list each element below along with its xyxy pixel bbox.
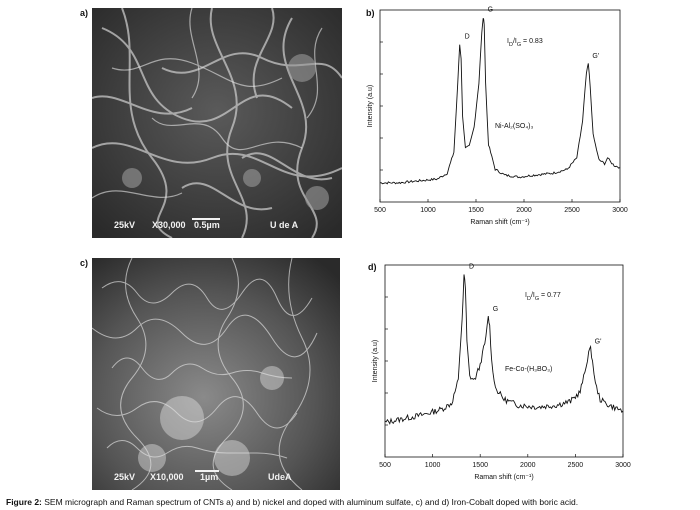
x-tick-label-d-2500: 2500 [568, 462, 584, 469]
panel-label-d: d) [368, 262, 377, 272]
x-axis-label-b: Raman shift (cm⁻¹) [470, 219, 529, 226]
sem-voltage-c: 25kV [114, 472, 136, 482]
figure-caption: Figure 2: SEM micrograph and Raman spect… [6, 497, 578, 507]
peak-label-b-2: G' [592, 53, 599, 60]
x-tick-label-b-2500: 2500 [564, 207, 580, 214]
sem-scale-c: 1µm [200, 472, 219, 482]
sem-texture-c [92, 258, 340, 490]
raman-svg-d: 500 1000 1500 2000 2500 3000 Raman shift (cm⁻¹… [372, 264, 631, 481]
sample-annotation-d: Fe-Co-(H₃BO₃) [505, 366, 552, 373]
caption-text: SEM micrograph and Raman spectrum of CNT… [41, 497, 579, 507]
sem-magnification-a: X30,000 [152, 220, 186, 230]
x-tick-label-b-500: 500 [374, 207, 386, 214]
sem-lab-c: UdeA [268, 472, 292, 482]
ratio-annotation-b: ID/IG = 0.83 [507, 38, 543, 48]
panel-label-a: a) [80, 8, 89, 18]
sem-micrograph-a: 25kV X30,000 0.5µm U de A [92, 8, 342, 238]
sem-voltage-a: 25kV [114, 220, 136, 230]
y-axis-label-d: Intensity (a.u) [372, 340, 379, 382]
sample-annotation-b: Ni-Al₂(SO₄)₃ [495, 123, 534, 130]
sem-info-bar-a: 25kV X30,000 0.5µm U de A [92, 218, 342, 234]
ratio-annotation-d: ID/IG = 0.77 [525, 292, 561, 302]
x-tick-label-d-1000: 1000 [425, 462, 441, 469]
sem-micrograph-c: 25kV X10,000 1µm UdeA [92, 258, 340, 490]
sem-lab-a: U de A [270, 220, 299, 230]
spectrum-line-b [379, 18, 621, 185]
sem-magnification-c: X10,000 [150, 472, 184, 482]
panel-label-b: b) [366, 8, 375, 18]
x-tick-label-d-1500: 1500 [472, 462, 488, 469]
peak-label-b-1: G [488, 7, 493, 14]
sem-texture-a [92, 8, 342, 238]
y-axis-label-b: Intensity (a.u) [367, 85, 374, 127]
raman-chart-b: 500 1000 1500 2000 2500 3000 Raman shift (cm⁻¹… [355, 5, 645, 235]
caption-prefix: Figure 2: [6, 497, 42, 507]
scale-bar-a [192, 218, 220, 220]
x-tick-label-b-1500: 1500 [468, 207, 484, 214]
x-tick-label-d-3000: 3000 [615, 462, 631, 469]
raman-chart-d: 500 1000 1500 2000 2500 3000 Raman shift (cm⁻¹… [355, 260, 645, 490]
sem-scale-a: 0.5µm [194, 220, 220, 230]
peak-label-d-1: G [493, 306, 498, 313]
x-tick-label-b-3000: 3000 [612, 207, 628, 214]
x-tick-label-d-2000: 2000 [520, 462, 536, 469]
peak-label-d-0: D [469, 264, 474, 271]
scale-bar-c [195, 470, 219, 472]
x-tick-label-b-1000: 1000 [420, 207, 436, 214]
panel-label-c: c) [80, 258, 89, 268]
sem-info-bar-c: 25kV X10,000 1µm UdeA [92, 470, 340, 486]
peak-label-b-0: D [465, 34, 470, 41]
x-tick-label-d-500: 500 [379, 462, 391, 469]
x-axis-label-d: Raman shift (cm⁻¹) [474, 474, 533, 481]
x-tick-label-b-2000: 2000 [516, 207, 532, 214]
raman-svg-b: 500 1000 1500 2000 2500 3000 Raman shift (cm⁻¹… [367, 7, 628, 226]
peak-label-d-2: G' [595, 338, 602, 345]
spectrum-line-d [384, 274, 624, 425]
